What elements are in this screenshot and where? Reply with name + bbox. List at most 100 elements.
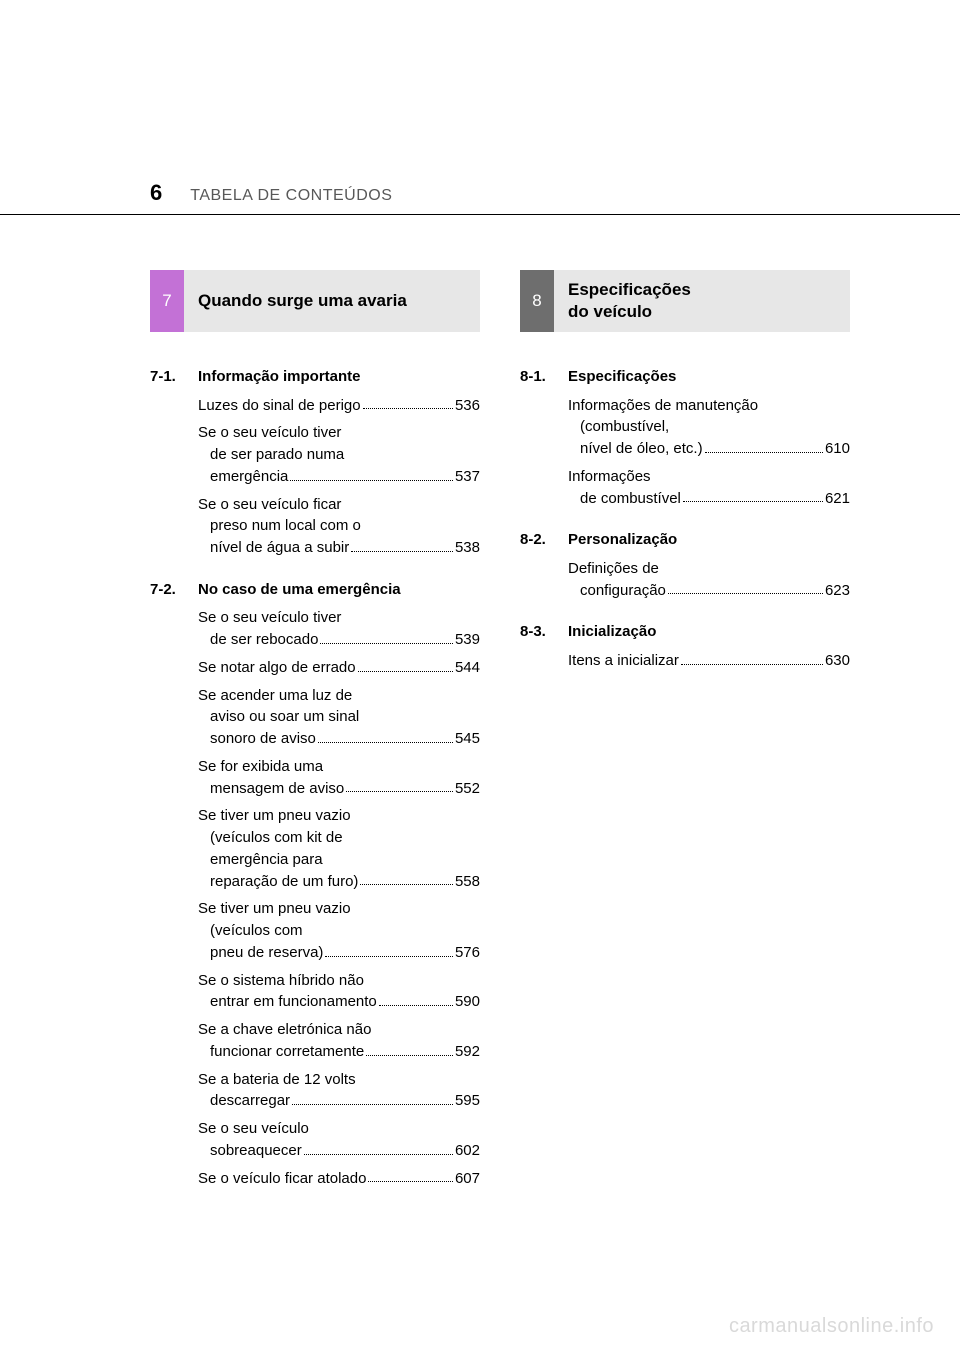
toc-item-page: 630 (825, 650, 850, 672)
toc-group-label: 8-1. (520, 366, 568, 515)
toc-item-line: Se o seu veículo ficar (198, 494, 480, 516)
section-header-8: 8 Especificações do veículo (520, 270, 850, 332)
toc-item: Se a bateria de 12 voltsdescarregar595 (198, 1069, 480, 1113)
toc-item-leader-row: de combustível621 (568, 488, 850, 510)
toc-item-leader-row: funcionar corretamente592 (198, 1041, 480, 1063)
toc-item-leader-row: descarregar 595 (198, 1090, 480, 1112)
toc-group-body: No caso de uma emergênciaSe o seu veícul… (198, 579, 480, 1196)
toc-item: Se o veículo ficar atolado607 (198, 1168, 480, 1190)
toc-item-page: 552 (455, 778, 480, 800)
toc-item-line: Se o seu veículo (198, 1118, 480, 1140)
toc-item-line: Informações de manutenção (568, 395, 850, 417)
toc-item-page: 538 (455, 537, 480, 559)
toc-item-text: sonoro de aviso (210, 728, 316, 750)
toc-item-line: emergência para (198, 849, 480, 871)
toc-item-page: 595 (455, 1090, 480, 1112)
page-number: 6 (150, 180, 162, 206)
section-title-7: Quando surge uma avaria (198, 290, 407, 312)
page: 6 TABELA DE CONTEÚDOS 7 Quando surge uma… (0, 0, 960, 1358)
toc-item-leader-row: sobreaquecer 602 (198, 1140, 480, 1162)
toc-item-line: (combustível, (568, 416, 850, 438)
toc-item-line: aviso ou soar um sinal (198, 706, 480, 728)
toc-item-leader-row: Itens a inicializar 630 (568, 650, 850, 672)
section-title-box-8: Especificações do veículo (554, 270, 850, 332)
leader-dots (320, 643, 453, 644)
toc-item: Se o seu veículosobreaquecer 602 (198, 1118, 480, 1162)
toc-item-line: Definições de (568, 558, 850, 580)
toc-group: 7-1.Informação importanteLuzes do sinal … (150, 366, 480, 565)
toc-item-text: nível de óleo, etc.) (580, 438, 703, 460)
leader-dots (292, 1104, 453, 1105)
leader-dots (668, 593, 823, 594)
toc-item-line: Se for exibida uma (198, 756, 480, 778)
toc-group-label: 7-2. (150, 579, 198, 1196)
toc-item-leader-row: de ser rebocado539 (198, 629, 480, 651)
toc-item: Se for exibida umamensagem de aviso 552 (198, 756, 480, 800)
toc-group-heading: Especificações (568, 366, 850, 389)
toc-item-leader-row: Se notar algo de errado 544 (198, 657, 480, 679)
toc-item-leader-row: Luzes do sinal de perigo536 (198, 395, 480, 417)
toc-group-label: 8-3. (520, 621, 568, 677)
leader-dots (363, 408, 453, 409)
toc-item-page: 544 (455, 657, 480, 679)
toc-item-page: 602 (455, 1140, 480, 1162)
section-title-box-7: Quando surge uma avaria (184, 270, 480, 332)
toc-group: 8-2.PersonalizaçãoDefinições deconfigura… (520, 529, 850, 607)
toc-item-line: Informações (568, 466, 850, 488)
toc-item: Luzes do sinal de perigo536 (198, 395, 480, 417)
toc-item-page: 536 (455, 395, 480, 417)
toc-group-heading: Personalização (568, 529, 850, 552)
toc-item: Informaçõesde combustível621 (568, 466, 850, 510)
toc-item-text: sobreaquecer (210, 1140, 302, 1162)
column-8: 8 Especificações do veículo 8-1.Especifi… (520, 270, 850, 1209)
toc-item-line: Se o seu veículo tiver (198, 607, 480, 629)
toc-item-line: Se o seu veículo tiver (198, 422, 480, 444)
columns: 7 Quando surge uma avaria 7-1.Informação… (150, 270, 850, 1209)
leader-dots (358, 671, 453, 672)
toc-item-leader-row: sonoro de aviso 545 (198, 728, 480, 750)
toc-item-leader-row: nível de óleo, etc.)610 (568, 438, 850, 460)
toc-item-page: 623 (825, 580, 850, 602)
toc-item-line: Se acender uma luz de (198, 685, 480, 707)
section-header-7: 7 Quando surge uma avaria (150, 270, 480, 332)
section-title-8: Especificações do veículo (568, 279, 691, 323)
toc-item-leader-row: nível de água a subir538 (198, 537, 480, 559)
toc-group: 8-3.Inicialização Itens a inicializar 630 (520, 621, 850, 677)
toc-item-page: 590 (455, 991, 480, 1013)
toc-group-heading: Inicialização (568, 621, 850, 644)
toc-item: Definições deconfiguração 623 (568, 558, 850, 602)
toc-item-line: preso num local com o (198, 515, 480, 537)
toc-item-text: Itens a inicializar (568, 650, 679, 672)
toc-item-text: mensagem de aviso (210, 778, 344, 800)
leader-dots (681, 664, 823, 665)
toc-item: Informações de manutenção(combustível,ní… (568, 395, 850, 460)
toc-group-body: Especificações Informações de manutenção(… (568, 366, 850, 515)
toc-item: Se notar algo de errado 544 (198, 657, 480, 679)
toc-item: Se o seu veículo tiverde ser rebocado539 (198, 607, 480, 651)
toc-item: Se a chave eletrónica nãofuncionar corre… (198, 1019, 480, 1063)
leader-dots (368, 1181, 453, 1182)
toc-item-page: 621 (825, 488, 850, 510)
section-chip-7: 7 (150, 270, 184, 332)
toc-item-line: Se tiver um pneu vazio (198, 805, 480, 827)
toc-item-line: Se o sistema híbrido não (198, 970, 480, 992)
toc-item-text: entrar em funcionamento (210, 991, 377, 1013)
toc-item-text: Se notar algo de errado (198, 657, 356, 679)
toc-item-page: 545 (455, 728, 480, 750)
toc-item: Se o sistema híbrido nãoentrar em funcio… (198, 970, 480, 1014)
toc-group-body: Inicialização Itens a inicializar 630 (568, 621, 850, 677)
toc-item-page: 592 (455, 1041, 480, 1063)
toc-item: Se o seu veículo tiverde ser parado numa… (198, 422, 480, 487)
header-title: TABELA DE CONTEÚDOS (190, 187, 392, 205)
section-chip-8: 8 (520, 270, 554, 332)
toc-item-text: descarregar (210, 1090, 290, 1112)
toc-item-text: pneu de reserva) (210, 942, 323, 964)
section-7-body: 7-1.Informação importanteLuzes do sinal … (150, 366, 480, 1195)
leader-dots (683, 501, 823, 502)
toc-item: Se tiver um pneu vazio(veículos com kit … (198, 805, 480, 892)
leader-dots (304, 1154, 453, 1155)
toc-item-page: 607 (455, 1168, 480, 1190)
toc-item-text: configuração (580, 580, 666, 602)
toc-item-text: reparação de um furo) (210, 871, 358, 893)
toc-item-page: 537 (455, 466, 480, 488)
